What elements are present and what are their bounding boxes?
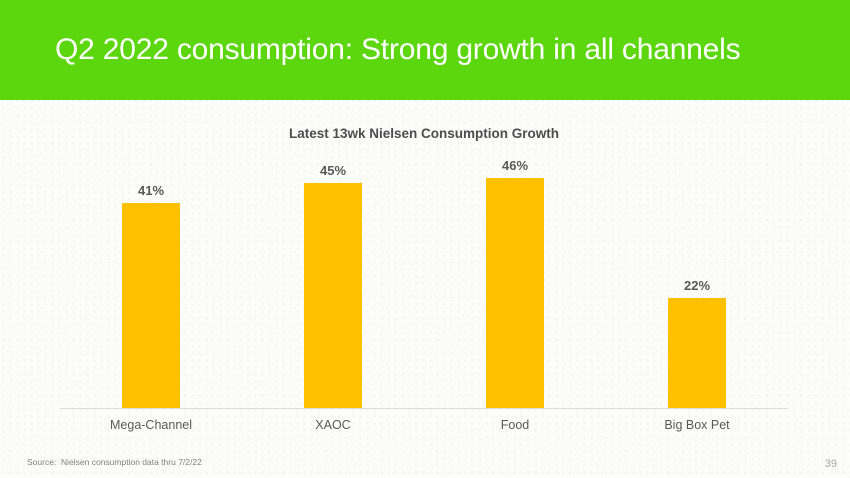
source-note: Source: Nielsen consumption data thru 7/…: [27, 457, 202, 467]
page-number: 39: [824, 458, 837, 470]
bar-value-label: 22%: [683, 278, 711, 293]
bar-value-label: 41%: [137, 183, 165, 198]
chart-column: 46%: [424, 158, 606, 408]
slide-header-banner: Q2 2022 consumption: Strong growth in al…: [0, 0, 850, 100]
bar-chart: Latest 13wk Nielsen Consumption Growth 4…: [60, 126, 788, 432]
category-label: XAOC: [315, 418, 351, 432]
bar-value-label: 45%: [319, 163, 347, 178]
category-axis: Mega-Channel XAOC Food Big Box Pet: [60, 408, 788, 432]
bar-value-label: 46%: [501, 158, 529, 173]
category-label: Mega-Channel: [110, 418, 192, 432]
bar: [486, 178, 544, 408]
chart-column: 41%: [60, 158, 242, 408]
chart-column: 45%: [242, 158, 424, 408]
bar: [668, 298, 726, 408]
bar: [304, 183, 362, 408]
category-label: Food: [500, 418, 530, 432]
slide-title: Q2 2022 consumption: Strong growth in al…: [55, 33, 741, 66]
chart-plot-area: 41% 45% 46% 22%: [60, 158, 788, 408]
chart-title: Latest 13wk Nielsen Consumption Growth: [288, 126, 560, 141]
chart-column: 22%: [606, 158, 788, 408]
bar: [122, 203, 180, 408]
category-label: Big Box Pet: [664, 418, 730, 432]
